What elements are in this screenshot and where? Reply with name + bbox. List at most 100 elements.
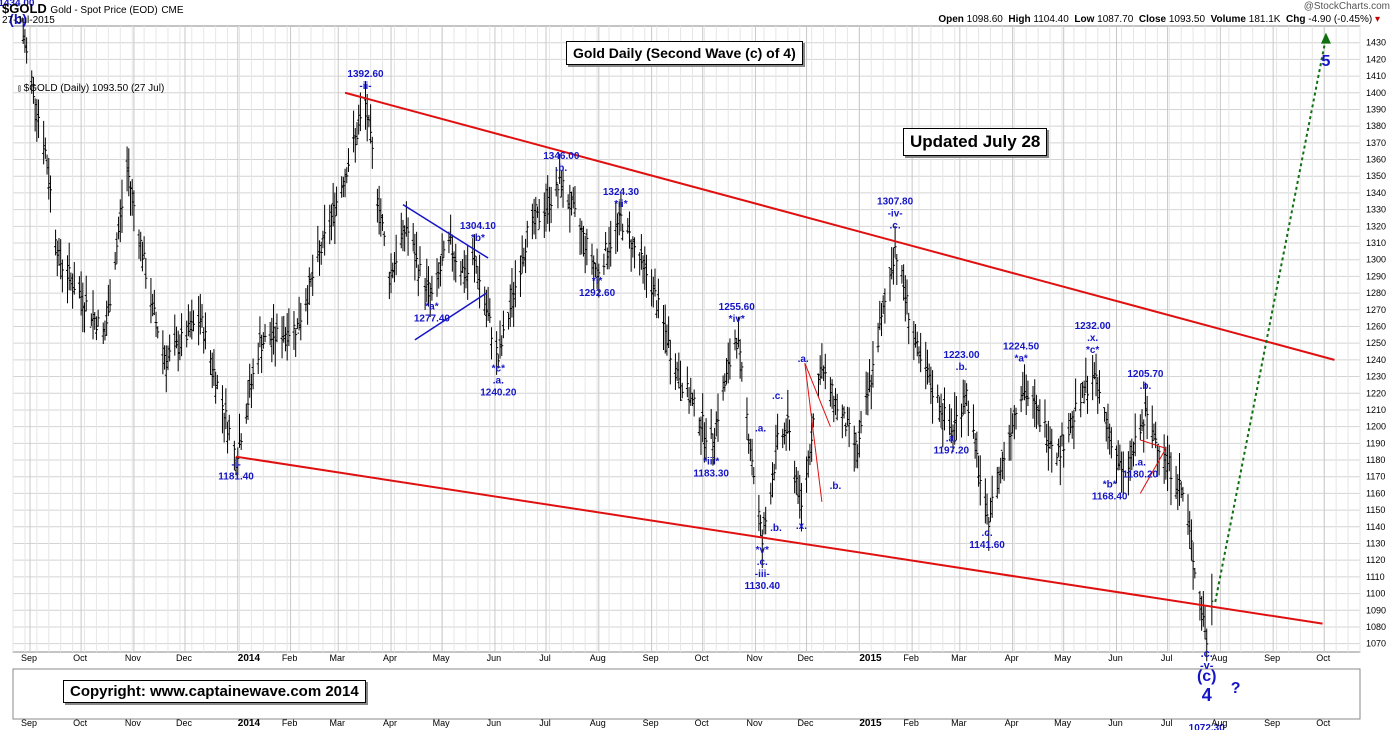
x-tick-label-lower: Mar [330, 718, 346, 728]
symbol-line: $GOLD Gold - Spot Price (EOD) CME [2, 1, 184, 16]
chg-label: Chg [1286, 14, 1305, 25]
x-tick-label: May [433, 653, 451, 663]
date-label: 27-Jul-2015 [2, 15, 55, 26]
y-tick-label: 1200 [1366, 422, 1386, 432]
y-tick-label: 1100 [1366, 589, 1385, 599]
wave-label-line: 1232.00 [1075, 321, 1112, 332]
y-tick-label: 1320 [1366, 221, 1386, 231]
updated-label: Updated July 28 [903, 128, 1047, 156]
bottom-wave-label: ? [1231, 680, 1241, 697]
x-tick-label-lower: Sep [643, 718, 659, 728]
x-tick-label: Mar [951, 653, 967, 663]
wave-label: .x. [796, 521, 807, 532]
low-label: Low [1074, 14, 1094, 25]
y-tick-label: 1300 [1366, 255, 1386, 265]
y-tick-label: 1280 [1366, 288, 1386, 298]
wave-label-line: 1180.20 [1123, 470, 1159, 481]
y-tick-label: 1380 [1366, 121, 1386, 131]
wave-label-line: .c. [982, 528, 993, 539]
wave-label: .a. [798, 354, 809, 365]
y-tick-label: 1250 [1366, 338, 1386, 348]
wave-label-line: .a. [798, 354, 809, 365]
y-tick-label: 1230 [1366, 372, 1386, 382]
x-tick-label: Nov [125, 653, 142, 663]
low-value: 1087.70 [1097, 14, 1133, 25]
x-tick-label: 2015 [859, 653, 882, 664]
wave-label-line: .x. [796, 521, 807, 532]
x-tick-label: Aug [590, 653, 606, 663]
y-tick-label: 1160 [1366, 488, 1385, 498]
x-tick-label-lower: Oct [695, 718, 710, 728]
wave-label-line: *i* [592, 276, 603, 287]
y-tick-label: 1150 [1366, 505, 1385, 515]
x-tick-label-lower: Sep [21, 718, 37, 728]
y-tick-label: 1290 [1366, 271, 1386, 281]
x-tick-label: Sep [21, 653, 37, 663]
x-tick-label: Sep [1264, 653, 1280, 663]
wave-label: .b. [830, 481, 842, 492]
x-tick-label-lower: Jun [1108, 718, 1123, 728]
wave-label-line: 1307.80 [877, 197, 914, 208]
volume-label: Volume [1211, 14, 1246, 25]
wave-label-line: *a* [1014, 354, 1027, 365]
legend-bar-icon: ⫾ [18, 84, 21, 94]
x-tick-label: Jun [1108, 653, 1123, 663]
legend-text: $GOLD (Daily) 1093.50 (27 Jul) [24, 83, 165, 94]
legend-row: ⫾ $GOLD (Daily) 1093.50 (27 Jul) [18, 83, 164, 94]
x-tick-label: Oct [695, 653, 710, 663]
wave-label-line: *b* [471, 233, 485, 244]
x-tick-label: Jul [1161, 653, 1173, 663]
x-tick-label-lower: Feb [282, 718, 298, 728]
wave-label-line: 1223.00 [943, 350, 980, 361]
wave-label-line: 1183.30 [693, 469, 729, 480]
wave-label-line: .b. [1140, 381, 1152, 392]
y-tick-label: 1330 [1366, 205, 1386, 215]
x-tick-label-lower: Feb [903, 718, 919, 728]
y-tick-label: 1260 [1366, 321, 1386, 331]
x-tick-label-lower: Mar [951, 718, 967, 728]
y-tick-label: 1360 [1366, 155, 1386, 165]
x-tick-label-lower: Dec [798, 718, 815, 728]
y-tick-label: 1180 [1366, 455, 1385, 465]
x-tick-label: Jun [487, 653, 502, 663]
wave-label-line: -iv- [888, 209, 903, 220]
y-tick-label: 1410 [1366, 71, 1386, 81]
x-tick-label-lower: Apr [383, 718, 397, 728]
wave-label-line: 1292.60 [579, 288, 616, 299]
y-tick-label: 1240 [1366, 355, 1386, 365]
chg-value: -4.90 (-0.45%) [1308, 14, 1372, 25]
wave-label-line: *ii* [614, 199, 627, 210]
x-tick-label-lower: 2014 [238, 718, 261, 729]
wave-5-label: 5 [1321, 53, 1330, 70]
wave-label: .b. [770, 523, 782, 534]
description: Gold - Spot Price (EOD) [50, 5, 157, 16]
wave-label-line: 1240.20 [480, 388, 517, 399]
wave-label-line: 1346.00 [543, 151, 580, 162]
wave-label-line: *b* [1103, 479, 1117, 490]
y-tick-label: 1110 [1366, 572, 1385, 582]
x-tick-label-lower: Oct [1316, 718, 1331, 728]
wave-label-line: *iii* [703, 457, 719, 468]
watermark: @StockCharts.com [1304, 1, 1390, 12]
y-tick-label: 1420 [1366, 54, 1386, 64]
x-tick-label-lower: Dec [176, 718, 193, 728]
x-tick-label-lower: Aug [1211, 718, 1227, 728]
wave-label-line: .a. [946, 433, 957, 444]
wave-label-line: 1224.50 [1003, 342, 1040, 353]
chart-title: Gold Daily (Second Wave (c) of 4) [566, 41, 803, 65]
wave-label-line: 1181.40 [218, 472, 254, 483]
x-tick-label: Apr [383, 653, 397, 663]
y-tick-label: 1120 [1366, 555, 1385, 565]
wave-label-line: .b. [956, 362, 968, 373]
y-tick-label: 1070 [1366, 639, 1386, 649]
x-tick-label-lower: Nov [125, 718, 142, 728]
x-tick-label-lower: Jul [1161, 718, 1173, 728]
wave-label-line: 1392.60 [347, 69, 384, 80]
bottom-wave-label-line: 4 [1202, 685, 1212, 705]
wave-label-line: 1197.20 [933, 445, 969, 456]
x-tick-label: Oct [1316, 653, 1331, 663]
exchange: CME [161, 5, 183, 16]
x-tick-label: 2014 [238, 653, 261, 664]
y-tick-label: 1430 [1366, 38, 1386, 48]
